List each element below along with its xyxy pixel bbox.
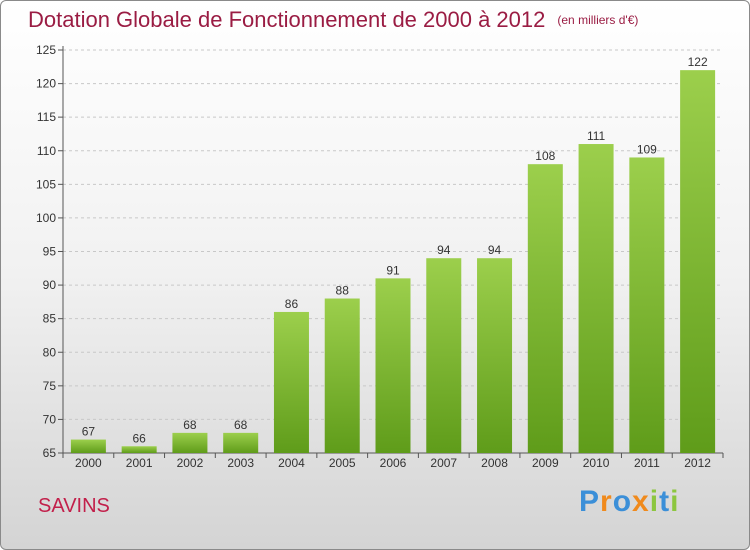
y-tick-label: 95 <box>43 245 57 259</box>
bar-value-label: 94 <box>488 243 502 257</box>
x-tick-label: 2009 <box>532 456 559 470</box>
logo-letter: i <box>670 485 680 518</box>
y-tick-label: 90 <box>43 278 57 292</box>
bar-value-label: 68 <box>234 418 248 432</box>
x-tick-label: 2004 <box>278 456 305 470</box>
bar-value-label: 91 <box>386 263 400 277</box>
bar-2002 <box>172 432 208 453</box>
y-tick-label: 115 <box>37 110 56 124</box>
bar-value-label: 66 <box>132 431 146 445</box>
bar-value-label: 67 <box>82 425 96 439</box>
commune-name: SAVINS <box>38 495 110 517</box>
bar-2007 <box>426 258 462 453</box>
logo-letter: x <box>632 485 650 518</box>
bars <box>70 70 716 454</box>
y-tick-label: 65 <box>43 446 57 460</box>
bar-2011 <box>629 157 665 453</box>
x-tick-label: 2011 <box>634 456 660 470</box>
chart-unit: (en milliers d'€) <box>557 13 639 27</box>
bar-2010 <box>578 144 614 454</box>
bar-value-label: 108 <box>535 149 555 163</box>
bar-2006 <box>375 278 411 453</box>
y-tick-label: 120 <box>36 77 56 91</box>
bar-value-label: 109 <box>637 142 657 156</box>
chart-title-text: Dotation Globale de Fonctionnement de 20… <box>28 7 546 32</box>
bar-2000 <box>70 439 106 453</box>
y-tick-label: 75 <box>43 379 57 393</box>
x-tick-label: 2008 <box>481 456 508 470</box>
x-tick-label: 2012 <box>684 456 711 470</box>
y-tick-label: 85 <box>43 312 57 326</box>
y-tick-label: 110 <box>37 144 56 158</box>
x-tick-label: 2007 <box>430 456 457 470</box>
x-tick-label: 2002 <box>177 456 204 470</box>
chart-title: Dotation Globale de Fonctionnement de 20… <box>28 7 638 33</box>
bar-2009 <box>527 164 563 453</box>
bar-2001 <box>121 446 157 453</box>
bar-value-label: 111 <box>587 129 606 143</box>
logo-letter: t <box>659 485 671 518</box>
y-tick-label: 80 <box>43 345 57 359</box>
bar-2004 <box>273 311 309 453</box>
bar-2003 <box>223 432 259 453</box>
x-tick-label: 2003 <box>227 456 254 470</box>
bar-value-label: 68 <box>183 418 197 432</box>
bar-2008 <box>477 258 513 453</box>
logo-letter: i <box>649 485 660 518</box>
x-tick-label: 2005 <box>329 456 356 470</box>
logo-letter: P <box>579 485 601 518</box>
bar-2012 <box>680 70 716 454</box>
proxiti-logo: Proxiti <box>579 485 679 519</box>
logo-letter: r <box>600 485 613 518</box>
bar-value-label: 122 <box>688 55 708 69</box>
bar-value-label: 86 <box>285 297 299 311</box>
bar-value-label: 94 <box>437 243 451 257</box>
bar-2005 <box>324 298 360 453</box>
x-tick-label: 2001 <box>126 456 153 470</box>
labels: 65 70 75 80 85 90 95 100 105 110 115 120 125 67 2000 66… <box>36 43 711 470</box>
y-tick-label: 105 <box>36 177 56 191</box>
x-tick-label: 2010 <box>583 456 610 470</box>
y-tick-label: 70 <box>43 412 57 426</box>
x-tick-label: 2000 <box>75 456 102 470</box>
y-tick-label: 125 <box>36 43 56 57</box>
x-tick-label: 2006 <box>380 456 407 470</box>
y-tick-label: 100 <box>36 211 56 225</box>
bar-value-label: 88 <box>336 284 350 298</box>
logo-letter: o <box>612 485 633 518</box>
